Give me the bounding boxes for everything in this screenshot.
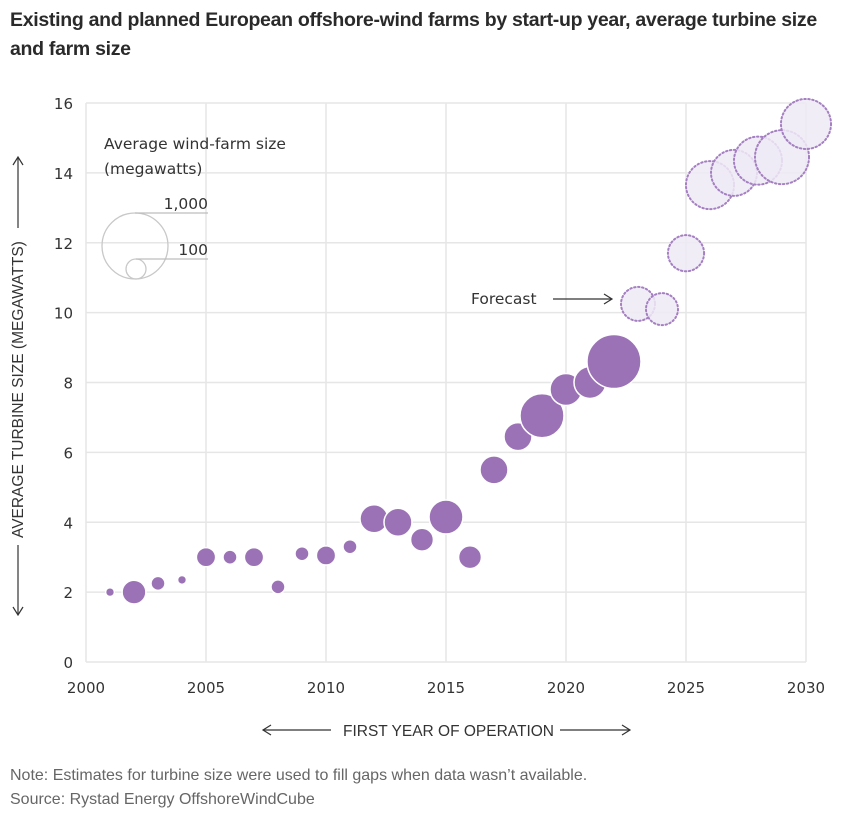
existing-bubble (176, 574, 188, 586)
y-tick-label: 2 (63, 584, 73, 602)
arrow-right-icon (621, 724, 632, 736)
y-tick-label: 6 (63, 444, 73, 462)
existing-bubble (104, 586, 116, 598)
legend-title-line2: (megawatts) (104, 160, 202, 178)
x-tick-label: 2015 (427, 679, 465, 697)
footer-source: Source: Rystad Energy OffshoreWindCube (10, 791, 315, 808)
legend-title-line1: Average wind-farm size (104, 135, 286, 153)
existing-bubble (342, 538, 358, 555)
forecast-annotation: Forecast (471, 290, 614, 308)
x-tick-label: 2030 (787, 679, 825, 697)
existing-bubble (150, 575, 166, 592)
legend-label-small: 100 (178, 241, 208, 259)
footer: Note: Estimates for turbine size were us… (10, 764, 587, 812)
existing-bubble (428, 499, 464, 535)
existing-bubble (457, 545, 483, 570)
x-tick-label: 2020 (547, 679, 585, 697)
y-tick-label: 0 (63, 654, 73, 672)
x-tick-label: 2010 (307, 679, 345, 697)
x-tick-label: 2005 (187, 679, 225, 697)
existing-bubble (519, 392, 565, 439)
y-tick-label: 8 (63, 375, 73, 393)
bubbles (104, 97, 833, 605)
existing-bubble (195, 546, 217, 568)
y-axis-title: AVERAGE TURBINE SIZE (MEGAWATTS) (10, 241, 27, 538)
forecast-bubble (779, 97, 833, 150)
x-axis-title: FIRST YEAR OF OPERATION (343, 723, 554, 740)
y-tick-label: 10 (54, 305, 73, 323)
y-axis-title-group: AVERAGE TURBINE SIZE (MEGAWATTS) (10, 155, 27, 617)
x-tick-label: 2025 (667, 679, 705, 697)
forecast-bubble (666, 234, 706, 273)
forecast-arrow-head-icon (603, 293, 614, 305)
existing-bubble (270, 579, 286, 595)
x-axis-ticks: 2000 2005 2010 2015 2020 2025 2030 (67, 679, 825, 697)
existing-bubble (121, 579, 147, 605)
arrow-left-icon (261, 724, 272, 736)
existing-bubble (409, 527, 435, 552)
existing-bubble (243, 546, 265, 568)
legend-circle-small (125, 258, 147, 280)
arrow-down-icon (12, 606, 24, 617)
existing-bubble (586, 333, 642, 390)
y-axis-ticks: 0 2 4 6 8 10 12 14 16 (54, 95, 73, 672)
legend-circle-large (101, 212, 169, 280)
existing-bubble (294, 545, 310, 562)
existing-bubble (315, 545, 337, 566)
y-tick-label: 14 (54, 165, 73, 183)
y-tick-label: 12 (54, 235, 73, 253)
size-legend: Average wind-farm size (megawatts) 1,000… (101, 135, 286, 280)
footer-note: Note: Estimates for turbine size were us… (10, 767, 588, 784)
y-tick-label: 4 (63, 514, 73, 532)
existing-bubble (383, 507, 413, 538)
chart-title: Existing and planned European offshore-w… (10, 9, 817, 60)
legend-label-large: 1,000 (164, 195, 208, 213)
existing-bubble (479, 455, 509, 485)
forecast-label: Forecast (471, 290, 537, 308)
x-axis-title-group: FIRST YEAR OF OPERATION (261, 723, 632, 740)
existing-bubble (222, 549, 238, 565)
arrow-up-icon (12, 155, 24, 166)
y-tick-label: 16 (54, 95, 73, 113)
forecast-bubble (645, 292, 679, 327)
x-tick-label: 2000 (67, 679, 105, 697)
